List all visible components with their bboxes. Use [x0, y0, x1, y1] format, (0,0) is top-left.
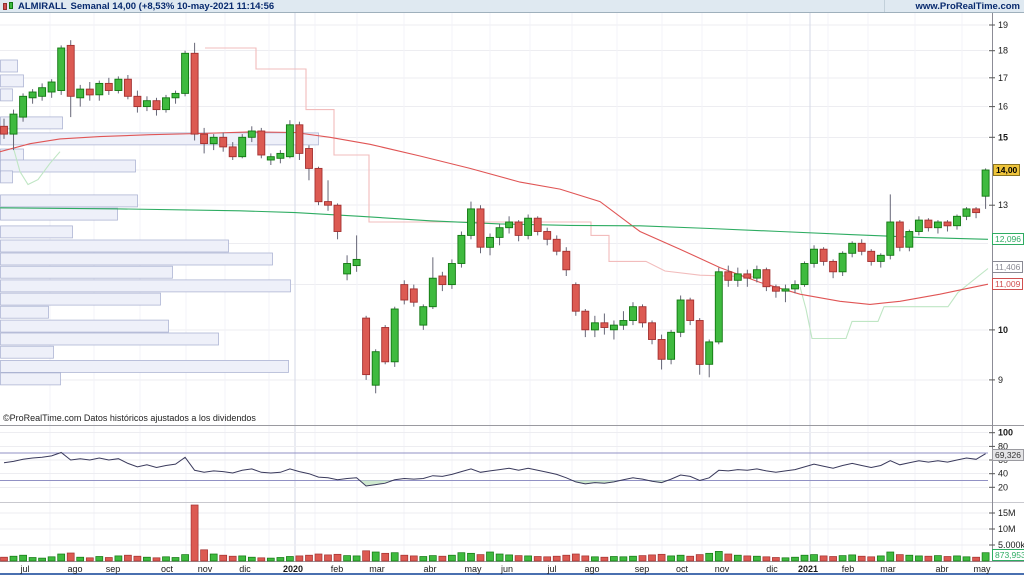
svg-text:dic: dic	[766, 564, 778, 574]
svg-text:16: 16	[998, 102, 1008, 112]
svg-text:10: 10	[998, 325, 1008, 335]
ma-red-value-label: 11,009	[992, 278, 1024, 290]
svg-text:may: may	[464, 564, 482, 574]
time-axis[interactable]: jul ago sep oct nov dic 2020 feb mar abr may jun jul…	[19, 564, 991, 574]
website-watermark: www.ProRealTime.com	[915, 1, 1020, 12]
svg-text:2020: 2020	[283, 564, 303, 574]
svg-text:abr: abr	[935, 564, 948, 574]
instrument-name: ALMIRALL	[18, 0, 67, 12]
svg-text:19: 19	[998, 20, 1008, 30]
last-price-label: 14,00	[993, 164, 1021, 176]
volume-profile	[0, 59, 319, 386]
chart-subtitle: Semanal 14,00 (+8,53% 10-may-2021 11:14:…	[70, 0, 275, 12]
rsi-panel[interactable]	[0, 432, 988, 488]
svg-text:oct: oct	[676, 564, 689, 574]
rsi-value-label: 69,326	[992, 449, 1024, 461]
svg-text:mar: mar	[880, 564, 896, 574]
svg-text:80: 80	[998, 441, 1008, 451]
svg-text:15: 15	[998, 132, 1008, 142]
titlebar-divider	[884, 0, 885, 12]
svg-text:sep: sep	[635, 564, 650, 574]
svg-text:15M: 15M	[998, 508, 1016, 518]
svg-text:ago: ago	[584, 564, 599, 574]
svg-text:sep: sep	[106, 564, 121, 574]
svg-text:mar: mar	[369, 564, 385, 574]
svg-text:nov: nov	[715, 564, 730, 574]
svg-text:9: 9	[998, 375, 1003, 385]
channel-value-label: 11,406	[992, 261, 1024, 273]
svg-text:ago: ago	[67, 564, 82, 574]
svg-text:jul: jul	[19, 564, 29, 574]
svg-text:2021: 2021	[798, 564, 818, 574]
svg-text:abr: abr	[423, 564, 436, 574]
volume-panel[interactable]	[0, 504, 990, 562]
svg-text:10M: 10M	[998, 524, 1016, 534]
candlesticks[interactable]	[0, 40, 990, 394]
svg-text:may: may	[973, 564, 991, 574]
svg-text:feb: feb	[842, 564, 855, 574]
title-bar: ALMIRALL Semanal 14,00 (+8,53% 10-may-20…	[0, 0, 1024, 13]
svg-text:18: 18	[998, 46, 1008, 56]
ma-green-value-label: 12,096	[992, 233, 1024, 245]
svg-text:40: 40	[998, 469, 1008, 479]
volume-value-label: 873,953	[992, 549, 1024, 561]
svg-text:13: 13	[998, 200, 1008, 210]
svg-text:jul: jul	[546, 564, 556, 574]
svg-text:dic: dic	[239, 564, 251, 574]
svg-text:feb: feb	[331, 564, 344, 574]
svg-text:oct: oct	[161, 564, 174, 574]
copyright-note: ©ProRealTime.com Datos históricos ajusta…	[3, 413, 256, 423]
svg-text:5.000k: 5.000k	[998, 540, 1024, 550]
svg-text:20: 20	[998, 482, 1008, 492]
svg-text:nov: nov	[198, 564, 213, 574]
svg-text:jun: jun	[500, 564, 513, 574]
svg-text:100: 100	[998, 428, 1013, 438]
candlestick-chart-icon	[3, 1, 14, 11]
svg-text:17: 17	[998, 73, 1008, 83]
